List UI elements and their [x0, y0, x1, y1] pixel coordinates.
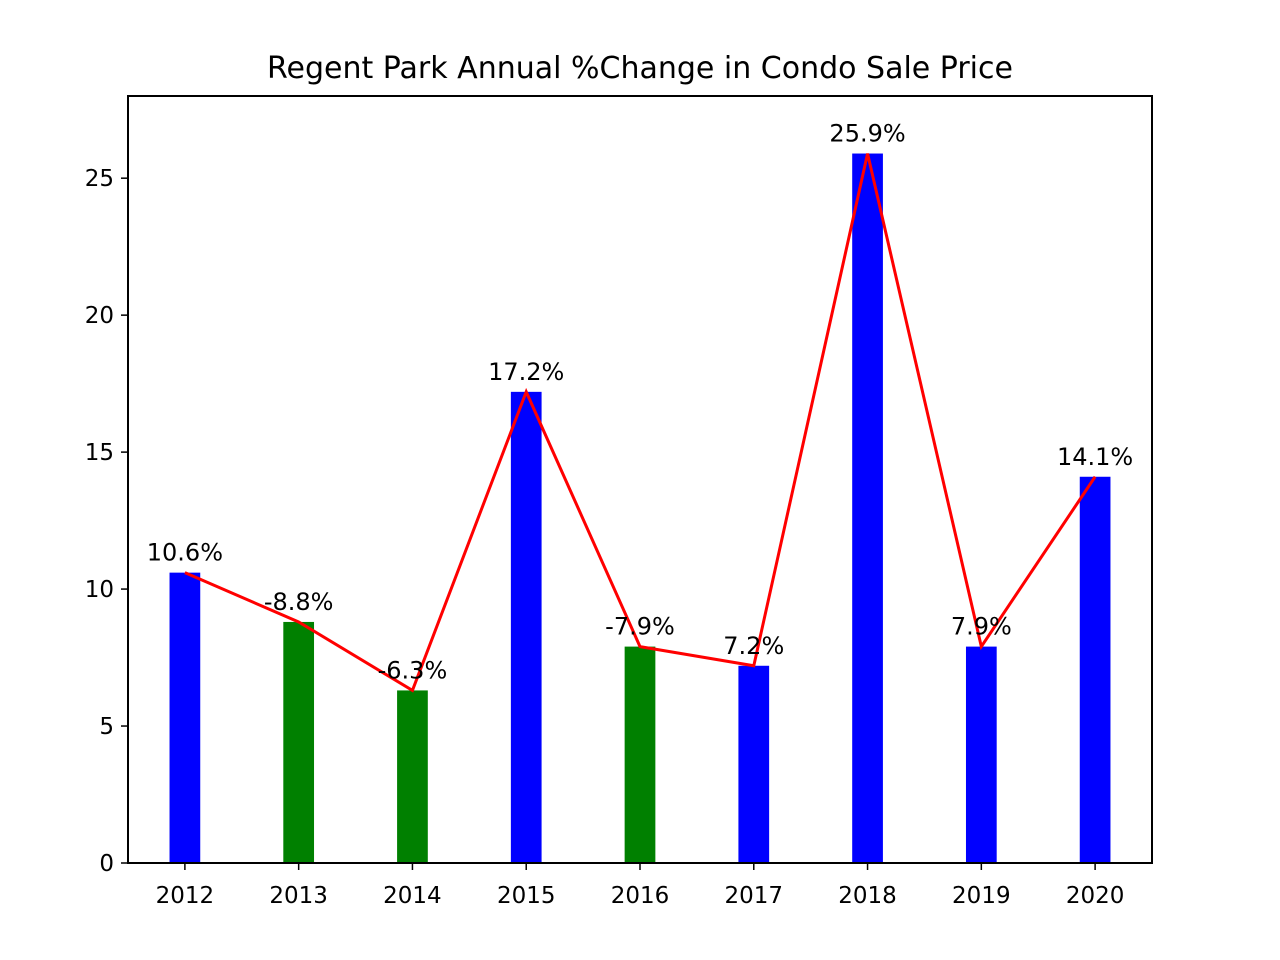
- x-tick-label-2015: 2015: [497, 883, 556, 909]
- chart-title: Regent Park Annual %Change in Condo Sale…: [267, 51, 1013, 86]
- bar-2018: [852, 153, 883, 863]
- value-label-2020: 14.1%: [1057, 443, 1133, 471]
- bar-2014: [397, 690, 428, 863]
- value-label-2012: 10.6%: [147, 539, 223, 567]
- x-tick-label-2013: 2013: [269, 883, 328, 909]
- bars-group: [169, 153, 1111, 863]
- value-label-2018: 25.9%: [829, 120, 905, 148]
- x-tick-label-2018: 2018: [838, 883, 897, 909]
- y-tick-label-5: 5: [99, 714, 114, 740]
- x-tick-label-2016: 2016: [611, 883, 670, 909]
- y-tick-label-25: 25: [85, 166, 114, 192]
- value-label-2013: -8.8%: [264, 588, 334, 616]
- value-label-2014: -6.3%: [378, 656, 448, 684]
- y-tick-label-10: 10: [85, 577, 114, 603]
- bar-2017: [738, 665, 770, 863]
- y-tick-label-0: 0: [99, 851, 114, 877]
- value-label-2015: 17.2%: [488, 358, 564, 386]
- bar-2016: [624, 646, 656, 863]
- x-tick-label-2019: 2019: [952, 883, 1011, 909]
- trend-line: [184, 153, 1097, 693]
- value-labels-group: 10.6% -8.8% -6.3% 17.2% -7.9% 7.2% 25.9% 7.9% 14…: [147, 120, 1133, 685]
- x-tick-label-2017: 2017: [725, 883, 784, 909]
- x-tick-label-2020: 2020: [1066, 883, 1125, 909]
- bar-2012: [169, 572, 201, 863]
- bar-2013: [283, 621, 315, 863]
- axes-group: 2012 2013 2014 2015 2016 2017 2018 2019 20200510…: [85, 95, 1153, 909]
- bar-2019: [965, 646, 997, 863]
- trend-line-group: [184, 153, 1097, 693]
- bar-2020: [1079, 476, 1111, 863]
- bar-2015: [510, 391, 542, 863]
- y-tick-label-15: 15: [85, 440, 114, 466]
- value-label-2016: -7.9%: [605, 613, 675, 641]
- value-label-2019: 7.9%: [951, 613, 1012, 641]
- x-tick-label-2012: 2012: [156, 883, 215, 909]
- y-tick-label-20: 20: [85, 303, 114, 329]
- value-label-2017: 7.2%: [723, 632, 784, 660]
- x-tick-label-2014: 2014: [383, 883, 442, 909]
